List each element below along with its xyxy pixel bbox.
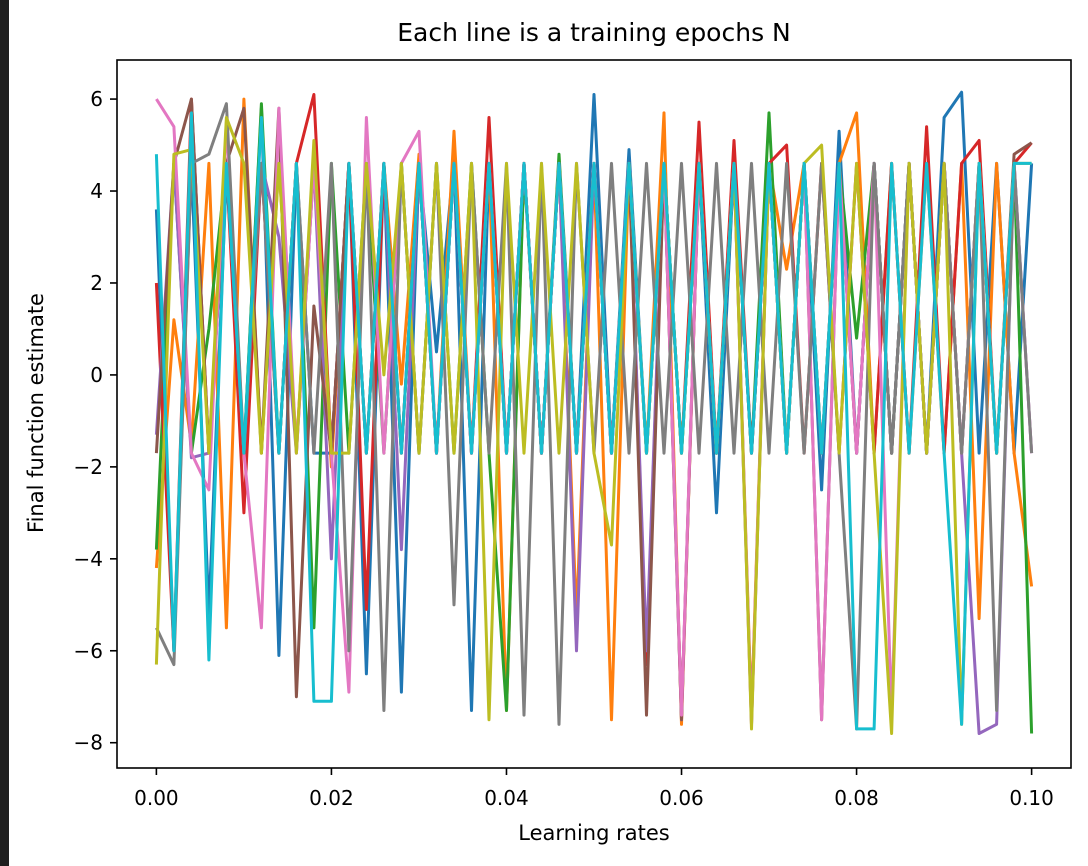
x-tick-label: 0.04 (484, 786, 529, 810)
y-tick-label: −8 (74, 731, 103, 755)
x-axis: 0.00 0.02 0.04 0.06 0.08 0.10 (134, 768, 1054, 810)
series-layer (154, 90, 1034, 735)
y-tick-label: −2 (74, 455, 103, 479)
y-tick-label: 4 (90, 179, 103, 203)
plot-area-frame (116, 59, 1072, 769)
x-tick-label: 0.08 (834, 786, 879, 810)
x-tick-label: 0.06 (659, 786, 704, 810)
y-tick-label: −6 (74, 639, 103, 663)
y-tick-label: −4 (74, 547, 103, 571)
y-axis-label: Final function estimate (24, 293, 48, 533)
x-tick-label: 0.00 (134, 786, 179, 810)
x-tick-label: 0.02 (309, 786, 354, 810)
chart-title: Each line is a training epochs N (397, 18, 791, 47)
y-tick-label: 6 (90, 87, 103, 111)
y-axis: 6 4 2 0 −2 −4 −6 −8 (74, 87, 117, 755)
series-line-10 (154, 111, 1032, 731)
x-tick-label: 0.10 (1009, 786, 1054, 810)
y-tick-label: 2 (90, 271, 103, 295)
window-left-edge (0, 0, 9, 866)
y-tick-label: 0 (90, 363, 103, 387)
x-axis-label: Learning rates (518, 821, 669, 845)
